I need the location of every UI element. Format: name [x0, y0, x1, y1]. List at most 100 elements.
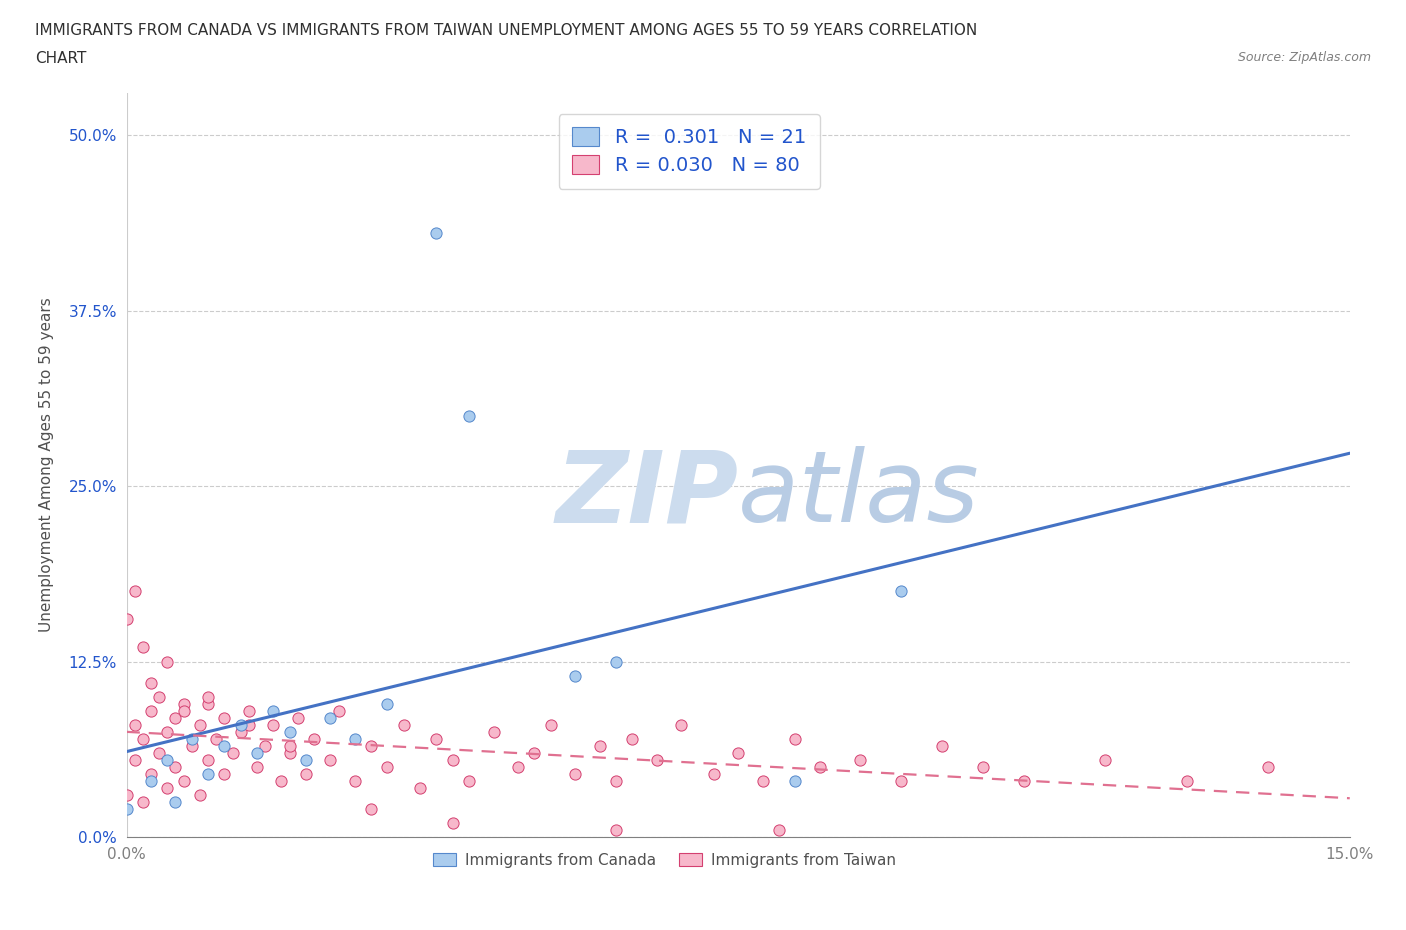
- Point: [188, 788, 211, 803]
- Point: [156, 654, 179, 669]
- Point: [343, 731, 366, 746]
- Point: [302, 731, 325, 746]
- Text: CHART: CHART: [35, 51, 87, 66]
- Point: [278, 724, 301, 739]
- Point: [205, 731, 228, 746]
- Point: [287, 711, 309, 725]
- Point: [564, 668, 586, 683]
- Point: [270, 774, 292, 789]
- Point: [890, 584, 912, 599]
- Point: [124, 752, 146, 767]
- Point: [139, 774, 162, 789]
- Point: [425, 731, 447, 746]
- Point: [1175, 774, 1198, 789]
- Point: [506, 760, 529, 775]
- Point: [669, 717, 692, 732]
- Point: [165, 711, 187, 725]
- Point: [165, 760, 187, 775]
- Point: [703, 766, 725, 781]
- Point: [148, 689, 170, 704]
- Point: [849, 752, 872, 767]
- Point: [278, 745, 301, 760]
- Point: [156, 724, 179, 739]
- Point: [139, 703, 162, 718]
- Point: [482, 724, 505, 739]
- Point: [246, 760, 269, 775]
- Point: [727, 745, 749, 760]
- Point: [278, 738, 301, 753]
- Text: IMMIGRANTS FROM CANADA VS IMMIGRANTS FROM TAIWAN UNEMPLOYMENT AMONG AGES 55 TO 5: IMMIGRANTS FROM CANADA VS IMMIGRANTS FRO…: [35, 23, 977, 38]
- Point: [229, 717, 252, 732]
- Point: [132, 731, 155, 746]
- Point: [148, 745, 170, 760]
- Point: [295, 766, 318, 781]
- Point: [377, 697, 399, 711]
- Point: [214, 766, 236, 781]
- Point: [165, 794, 187, 809]
- Point: [458, 408, 481, 423]
- Text: atlas: atlas: [738, 446, 980, 543]
- Point: [262, 717, 284, 732]
- Point: [319, 752, 342, 767]
- Point: [295, 752, 318, 767]
- Point: [319, 711, 342, 725]
- Point: [124, 584, 146, 599]
- Point: [139, 766, 162, 781]
- Point: [343, 774, 366, 789]
- Point: [441, 816, 464, 830]
- Point: [229, 724, 252, 739]
- Point: [197, 697, 219, 711]
- Point: [425, 226, 447, 241]
- Point: [132, 640, 155, 655]
- Text: ZIP: ZIP: [555, 446, 738, 543]
- Y-axis label: Unemployment Among Ages 55 to 59 years: Unemployment Among Ages 55 to 59 years: [39, 298, 55, 632]
- Point: [115, 612, 138, 627]
- Point: [246, 745, 269, 760]
- Point: [564, 766, 586, 781]
- Point: [931, 738, 953, 753]
- Point: [115, 788, 138, 803]
- Point: [458, 774, 481, 789]
- Legend: Immigrants from Canada, Immigrants from Taiwan: Immigrants from Canada, Immigrants from …: [427, 846, 903, 874]
- Point: [197, 689, 219, 704]
- Point: [173, 703, 195, 718]
- Point: [188, 717, 211, 732]
- Point: [890, 774, 912, 789]
- Point: [254, 738, 277, 753]
- Point: [238, 717, 260, 732]
- Point: [156, 780, 179, 795]
- Point: [214, 711, 236, 725]
- Point: [808, 760, 831, 775]
- Point: [785, 774, 807, 789]
- Point: [972, 760, 994, 775]
- Point: [1094, 752, 1116, 767]
- Point: [197, 766, 219, 781]
- Point: [173, 697, 195, 711]
- Point: [360, 802, 382, 817]
- Point: [588, 738, 610, 753]
- Point: [785, 731, 807, 746]
- Point: [605, 774, 627, 789]
- Point: [180, 731, 202, 746]
- Point: [605, 654, 627, 669]
- Point: [262, 703, 284, 718]
- Point: [360, 738, 382, 753]
- Point: [328, 703, 350, 718]
- Point: [124, 717, 146, 732]
- Point: [132, 794, 155, 809]
- Point: [768, 822, 790, 837]
- Point: [221, 745, 243, 760]
- Point: [115, 802, 138, 817]
- Point: [156, 752, 179, 767]
- Point: [645, 752, 668, 767]
- Point: [540, 717, 562, 732]
- Point: [523, 745, 546, 760]
- Point: [441, 752, 464, 767]
- Point: [751, 774, 773, 789]
- Point: [377, 760, 399, 775]
- Point: [621, 731, 644, 746]
- Point: [1012, 774, 1035, 789]
- Point: [197, 752, 219, 767]
- Point: [238, 703, 260, 718]
- Point: [409, 780, 432, 795]
